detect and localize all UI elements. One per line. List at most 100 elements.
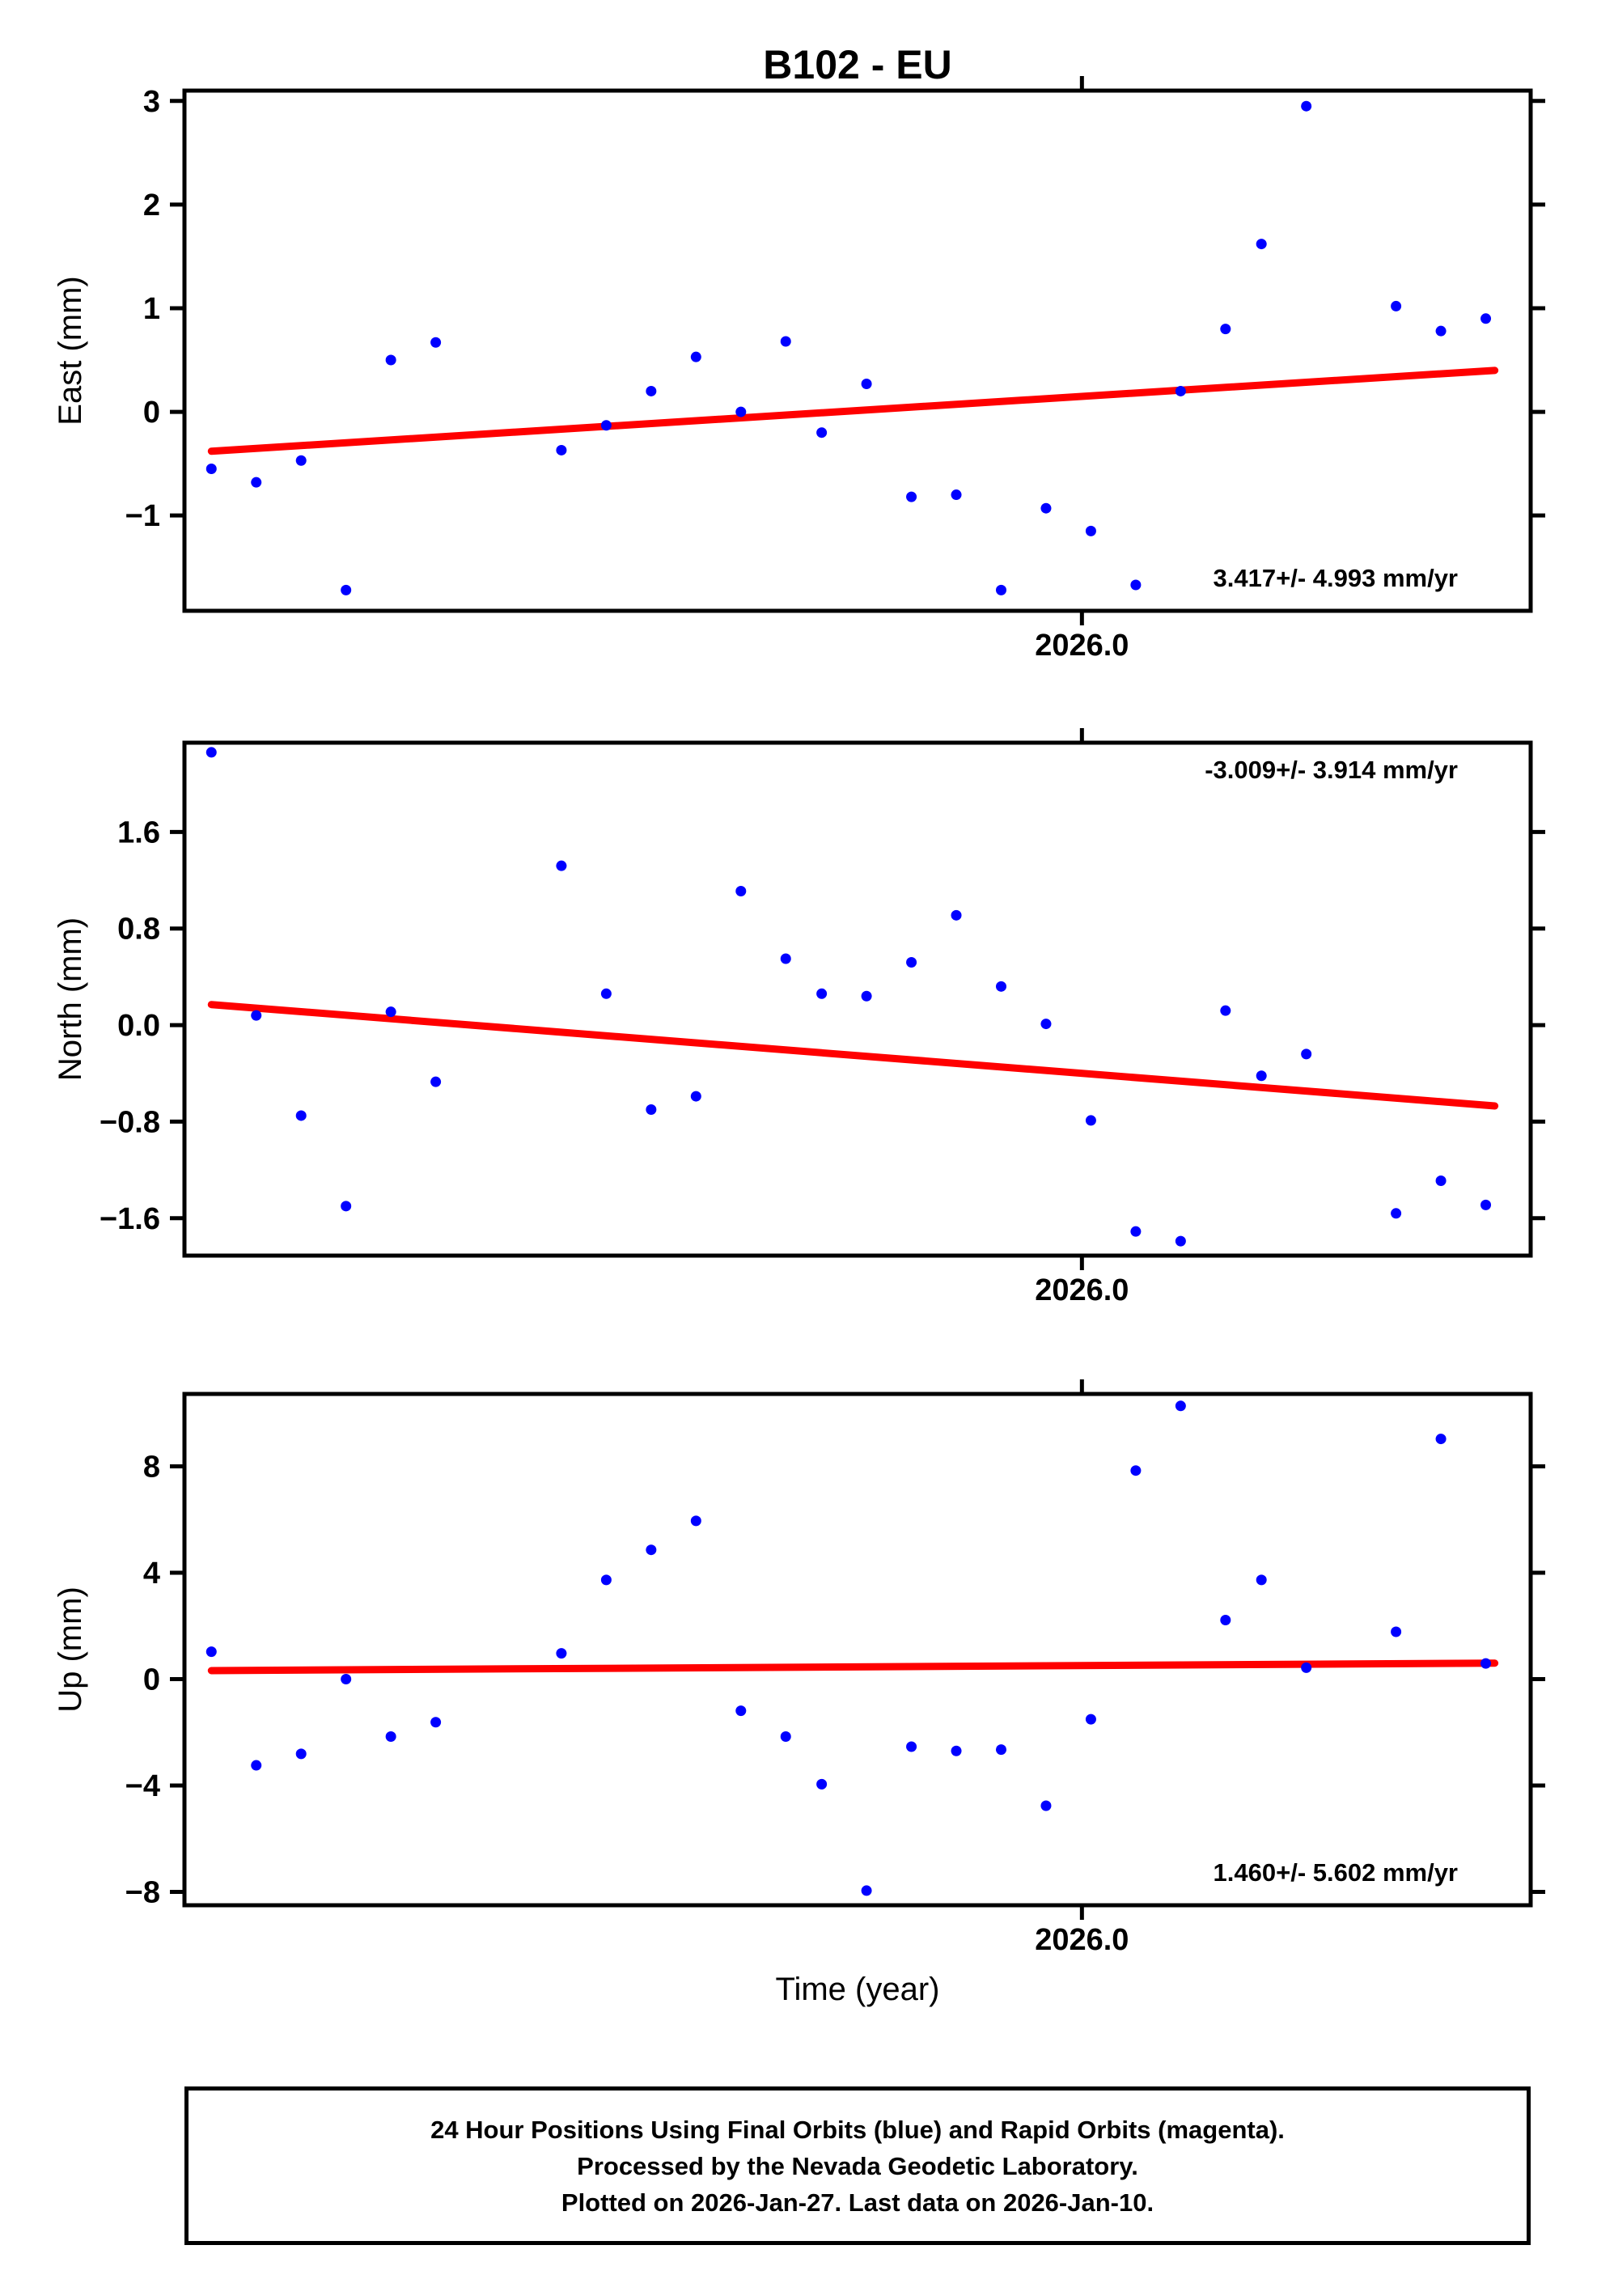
data-point — [861, 1885, 872, 1896]
data-point — [556, 444, 567, 455]
data-point — [385, 354, 396, 366]
data-point — [1040, 1019, 1052, 1030]
data-point — [690, 1515, 701, 1527]
y-tick-label: 2 — [143, 189, 160, 222]
data-point — [1301, 1048, 1312, 1060]
trend-line — [207, 1659, 1499, 1675]
data-point — [251, 1010, 262, 1021]
data-point — [690, 1091, 701, 1102]
data-point — [951, 909, 962, 921]
data-point — [251, 1760, 262, 1771]
data-point — [295, 455, 307, 466]
data-point — [951, 1745, 962, 1756]
data-point — [1256, 239, 1267, 250]
data-point — [1175, 385, 1186, 396]
rate-annotation: -3.009+/- 3.914 mm/yr — [1205, 756, 1458, 784]
data-point — [995, 981, 1006, 992]
panel-frame — [182, 740, 1533, 1258]
y-tick-label: 0 — [143, 1663, 160, 1697]
data-point — [780, 953, 791, 964]
data-point — [1085, 1714, 1096, 1725]
y-tick-label: 4 — [143, 1557, 160, 1591]
data-point — [690, 351, 701, 362]
data-point — [1085, 1115, 1096, 1126]
x-tick-label: 2026.0 — [1035, 629, 1129, 663]
data-point — [600, 420, 612, 431]
data-point — [646, 385, 657, 396]
data-point — [816, 1778, 828, 1790]
y-tick-label: −4 — [125, 1769, 160, 1803]
data-point — [600, 1574, 612, 1586]
data-point — [1256, 1070, 1267, 1082]
data-point — [600, 988, 612, 999]
data-point — [646, 1104, 657, 1115]
data-point — [735, 885, 747, 896]
panel-up: 8 4 0 −4 −8 2026.0 1.460+/- 5.602 mm/yr — [125, 1379, 1545, 1957]
rate-annotation: 3.417+/- 4.993 mm/yr — [1214, 564, 1458, 592]
data-point — [780, 1731, 791, 1743]
data-point — [1085, 525, 1096, 536]
data-point — [1175, 1235, 1186, 1247]
y-tick-label: −1.6 — [100, 1202, 160, 1236]
y-tick-label: 0.8 — [117, 913, 160, 947]
data-point — [430, 1076, 442, 1087]
trend-line — [207, 366, 1499, 455]
data-point — [995, 584, 1006, 595]
data-point — [906, 957, 917, 968]
x-tick-label: 2026.0 — [1035, 1923, 1129, 1957]
data-point — [735, 1705, 747, 1717]
panel-frame — [182, 1392, 1533, 1908]
data-point — [1481, 1658, 1492, 1669]
rate-annotation: 1.460+/- 5.602 mm/yr — [1214, 1858, 1458, 1887]
footer-note: 24 Hour Positions Using Final Orbits (bl… — [184, 2086, 1531, 2245]
y-tick-label: 3 — [143, 85, 160, 119]
y-axis-title-north: North (mm) — [53, 917, 88, 1081]
data-point — [816, 427, 828, 438]
data-point — [735, 406, 747, 417]
data-point — [430, 337, 442, 348]
data-point — [1220, 1615, 1231, 1626]
data-point — [780, 336, 791, 347]
data-point — [1481, 313, 1492, 324]
panel-north: 1.6 0.8 0.0 −0.8 −1.6 2026.0 -3.009+/- 3.914 m… — [100, 728, 1545, 1307]
trend-line — [207, 1001, 1499, 1110]
data-point — [341, 1201, 352, 1212]
data-point — [1435, 325, 1447, 337]
footer-line-2: Processed by the Nevada Geodetic Laborat… — [577, 2151, 1138, 2180]
data-point — [1040, 502, 1052, 514]
footer-line-1: 24 Hour Positions Using Final Orbits (bl… — [430, 2115, 1285, 2144]
data-point — [295, 1748, 307, 1760]
panel-frame — [182, 88, 1533, 613]
y-tick-label: −8 — [125, 1876, 160, 1910]
plot-title: B102 - EU — [763, 42, 951, 87]
panel-east: 3 2 1 0 −1 2026.0 3.417+/- 4.993 mm/yr — [125, 76, 1545, 663]
y-tick-label: 1.6 — [117, 815, 160, 849]
y-tick-label: 0.0 — [117, 1009, 160, 1043]
y-axis-title-east: East (mm) — [53, 276, 88, 425]
data-point — [861, 990, 872, 1002]
data-point — [646, 1544, 657, 1556]
data-point — [251, 477, 262, 488]
data-point — [556, 1648, 567, 1659]
data-point — [556, 860, 567, 871]
data-point — [1391, 300, 1402, 311]
data-point — [430, 1717, 442, 1728]
data-point — [1130, 1226, 1142, 1237]
data-point — [1301, 100, 1312, 112]
data-point — [906, 1741, 917, 1752]
data-point — [205, 747, 217, 758]
data-point — [1481, 1199, 1492, 1210]
data-point — [295, 1110, 307, 1121]
x-tick-label: 2026.0 — [1035, 1273, 1129, 1307]
data-point — [1301, 1662, 1312, 1673]
data-point — [1256, 1574, 1267, 1586]
data-point — [1220, 1005, 1231, 1016]
data-point — [1435, 1176, 1447, 1187]
data-point — [341, 584, 352, 595]
y-tick-label: −1 — [125, 499, 160, 533]
data-point — [1391, 1626, 1402, 1637]
data-point — [1220, 324, 1231, 335]
data-point — [385, 1006, 396, 1018]
y-tick-label: 0 — [143, 396, 160, 430]
